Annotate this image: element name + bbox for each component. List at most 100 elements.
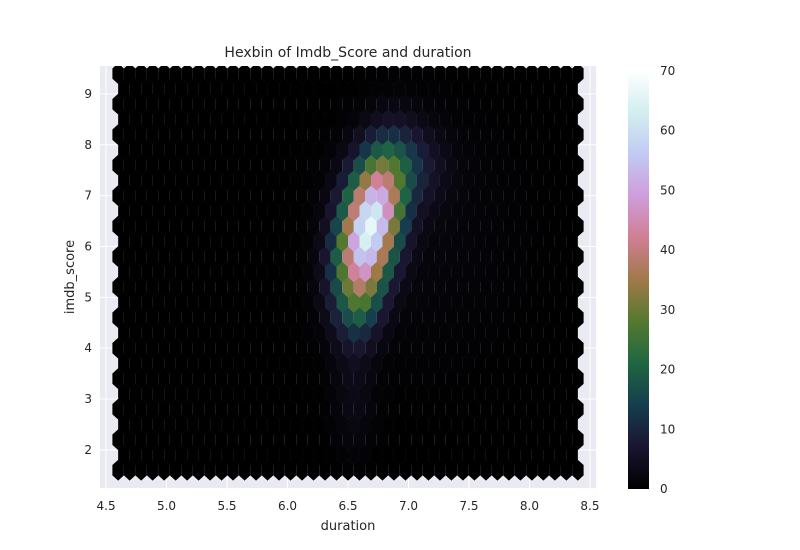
- hexbin-cell: [537, 154, 550, 176]
- hexbin-cell: [491, 337, 504, 359]
- hexbin-cell: [164, 444, 176, 466]
- hexbin-cell: [118, 170, 130, 191]
- hexbin-cell: [261, 93, 274, 115]
- hexbin-cell: [468, 93, 481, 115]
- hexbin-cell: [342, 124, 354, 146]
- hexbin-cell: [244, 353, 257, 374]
- hexbin-cell: [307, 66, 320, 84]
- hexbin-cell: [238, 246, 251, 268]
- hexbin-cell: [313, 322, 326, 344]
- hexbin-cell: [238, 459, 251, 481]
- hexbin-cell: [129, 353, 142, 374]
- hexbin-cell: [302, 383, 314, 405]
- x-axis-label: duration: [321, 519, 376, 534]
- hexbin-cell: [250, 337, 262, 359]
- hexbin-cell: [181, 246, 193, 268]
- x-tick-label: 7.5: [459, 499, 478, 513]
- hexbin-cell: [290, 170, 303, 191]
- hexbin-cell: [503, 429, 515, 451]
- hexbin-cell: [572, 398, 584, 420]
- hexbin-cell: [388, 429, 400, 451]
- hexbin-cell: [503, 459, 515, 481]
- hexbin-cell: [491, 154, 504, 176]
- y-tick-label: 6: [84, 239, 92, 253]
- hexbin-cell: [520, 261, 532, 283]
- hexbin-cell: [330, 93, 343, 115]
- hexbin-cell: [382, 170, 394, 191]
- hexbin-cell: [428, 444, 440, 466]
- hexbin-cell: [307, 307, 320, 329]
- hexbin-cell: [382, 109, 394, 130]
- hexbin-cell: [204, 429, 216, 451]
- hexbin-cell: [112, 66, 124, 84]
- hexbin-cell: [508, 139, 521, 161]
- hexbin-cell: [296, 368, 308, 390]
- hexbin-cell: [370, 231, 383, 252]
- hexbin-cell: [221, 200, 234, 222]
- hexbin-cell: [526, 368, 538, 390]
- hexbin-cell: [215, 429, 228, 451]
- hexbin-cell: [359, 78, 371, 100]
- hexbin-cell: [554, 139, 567, 161]
- hexbin-cell: [393, 170, 406, 191]
- hexbin-cell: [416, 322, 429, 344]
- hexbin-cell: [342, 66, 354, 84]
- hexbin-cell: [365, 337, 377, 359]
- hexbin-cell: [210, 200, 222, 222]
- hexbin-cell: [405, 444, 417, 466]
- hexbin-cell: [399, 66, 412, 84]
- hexbin-cell: [256, 292, 268, 313]
- hexbin-cell: [342, 429, 354, 451]
- hexbin-cell: [503, 307, 515, 329]
- hexbin-cell: [112, 246, 124, 268]
- hexbin-cell: [204, 124, 216, 146]
- hexbin-cell: [353, 154, 366, 176]
- hexbin-cell: [221, 444, 234, 466]
- hexbin-cell: [221, 170, 234, 191]
- hexbin-cell: [169, 93, 182, 115]
- hexbin-cell: [416, 139, 429, 161]
- hexbin-cell: [537, 459, 550, 481]
- hexbin-cell: [175, 261, 188, 283]
- hexbin-cell: [227, 429, 239, 451]
- hexbin-cell: [146, 215, 159, 237]
- hexbin-cell: [244, 78, 257, 100]
- colorbar-tick-label: 10: [660, 422, 675, 436]
- hexbin-cell: [348, 109, 360, 130]
- hexbin-cell: [267, 139, 280, 161]
- hexbin-cell: [261, 337, 274, 359]
- hexbin-cell: [169, 154, 182, 176]
- hexbin-cell: [296, 337, 308, 359]
- hexbin-cell: [572, 215, 584, 237]
- hexbin-cell: [146, 93, 159, 115]
- hexbin-cell: [411, 398, 423, 420]
- hexbin-cell: [537, 246, 550, 268]
- hexbin-cell: [175, 78, 188, 100]
- hexbin-cell: [221, 78, 234, 100]
- hexbin-cell: [238, 154, 251, 176]
- hexbin-cell: [164, 170, 176, 191]
- hexbin-cell: [399, 337, 412, 359]
- hexbin-cell: [416, 383, 429, 405]
- hexbin-cell: [411, 93, 423, 115]
- hexbin-cell: [549, 368, 561, 390]
- hexbin-cell: [123, 66, 136, 84]
- hexbin-cell: [503, 368, 515, 390]
- hexbin-cell: [566, 383, 578, 405]
- hexbin-cell: [129, 414, 142, 435]
- hexbin-cell: [330, 66, 343, 84]
- hexbin-cell: [215, 246, 228, 268]
- hexbin-cell: [227, 215, 239, 237]
- hexbin-cell: [221, 261, 234, 283]
- hexbin-cell: [118, 292, 130, 313]
- hexbin-cell: [307, 93, 320, 115]
- hexbin-cell: [244, 231, 257, 252]
- hexbin-cell: [123, 185, 136, 207]
- hexbin-cell: [497, 322, 509, 344]
- hexbin-cell: [537, 368, 550, 390]
- hexbin-cell: [462, 292, 475, 313]
- hexbin-cell: [158, 337, 170, 359]
- hexbin-cell: [256, 444, 268, 466]
- hexbin-cell: [158, 124, 170, 146]
- hexbin-cell: [526, 66, 538, 84]
